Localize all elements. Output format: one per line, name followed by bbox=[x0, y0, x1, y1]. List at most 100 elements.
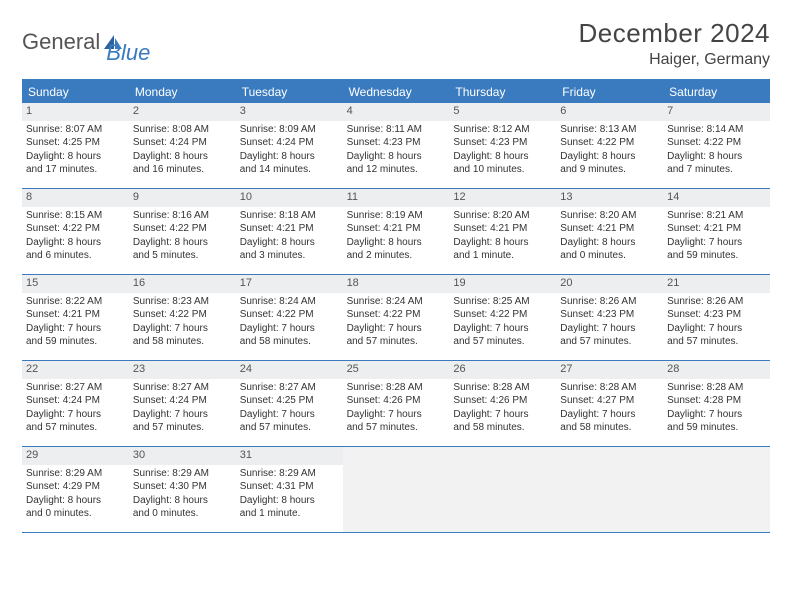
day-cell: 8Sunrise: 8:15 AMSunset: 4:22 PMDaylight… bbox=[22, 189, 129, 275]
day-dl1: Daylight: 8 hours bbox=[26, 495, 125, 508]
logo-text-1: General bbox=[22, 29, 100, 54]
month-title: December 2024 bbox=[579, 18, 771, 49]
day-sunset: Sunset: 4:22 PM bbox=[240, 309, 339, 322]
empty-cell bbox=[663, 447, 770, 533]
day-dl1: Daylight: 7 hours bbox=[667, 323, 766, 336]
day-dl2: and 57 minutes. bbox=[133, 422, 232, 435]
day-dl1: Daylight: 7 hours bbox=[347, 409, 446, 422]
day-sunrise: Sunrise: 8:27 AM bbox=[240, 382, 339, 395]
day-cell: 30Sunrise: 8:29 AMSunset: 4:30 PMDayligh… bbox=[129, 447, 236, 533]
day-dl2: and 0 minutes. bbox=[133, 508, 232, 521]
day-number: 29 bbox=[22, 447, 129, 465]
day-number: 2 bbox=[129, 103, 236, 121]
day-dl2: and 58 minutes. bbox=[560, 422, 659, 435]
weekday-header: Monday bbox=[129, 81, 236, 103]
day-sunset: Sunset: 4:31 PM bbox=[240, 481, 339, 494]
day-number: 13 bbox=[556, 189, 663, 207]
day-sunset: Sunset: 4:24 PM bbox=[133, 137, 232, 150]
day-sunset: Sunset: 4:21 PM bbox=[240, 223, 339, 236]
day-number: 19 bbox=[449, 275, 556, 293]
day-sunrise: Sunrise: 8:25 AM bbox=[453, 296, 552, 309]
day-cell: 22Sunrise: 8:27 AMSunset: 4:24 PMDayligh… bbox=[22, 361, 129, 447]
day-dl2: and 6 minutes. bbox=[26, 250, 125, 263]
day-sunrise: Sunrise: 8:22 AM bbox=[26, 296, 125, 309]
day-sunset: Sunset: 4:22 PM bbox=[560, 137, 659, 150]
day-dl2: and 0 minutes. bbox=[560, 250, 659, 263]
day-dl2: and 57 minutes. bbox=[26, 422, 125, 435]
day-number: 31 bbox=[236, 447, 343, 465]
day-sunrise: Sunrise: 8:21 AM bbox=[667, 210, 766, 223]
calendar-grid: SundayMondayTuesdayWednesdayThursdayFrid… bbox=[22, 81, 770, 533]
day-sunset: Sunset: 4:29 PM bbox=[26, 481, 125, 494]
day-number: 21 bbox=[663, 275, 770, 293]
day-sunrise: Sunrise: 8:28 AM bbox=[453, 382, 552, 395]
day-cell: 26Sunrise: 8:28 AMSunset: 4:26 PMDayligh… bbox=[449, 361, 556, 447]
day-sunrise: Sunrise: 8:29 AM bbox=[26, 468, 125, 481]
day-dl2: and 57 minutes. bbox=[347, 422, 446, 435]
day-cell: 10Sunrise: 8:18 AMSunset: 4:21 PMDayligh… bbox=[236, 189, 343, 275]
day-dl1: Daylight: 8 hours bbox=[560, 237, 659, 250]
day-cell: 2Sunrise: 8:08 AMSunset: 4:24 PMDaylight… bbox=[129, 103, 236, 189]
weekday-header: Wednesday bbox=[343, 81, 450, 103]
day-sunrise: Sunrise: 8:27 AM bbox=[133, 382, 232, 395]
day-number: 16 bbox=[129, 275, 236, 293]
day-sunset: Sunset: 4:22 PM bbox=[133, 223, 232, 236]
day-sunrise: Sunrise: 8:27 AM bbox=[26, 382, 125, 395]
day-cell: 12Sunrise: 8:20 AMSunset: 4:21 PMDayligh… bbox=[449, 189, 556, 275]
day-dl2: and 1 minute. bbox=[453, 250, 552, 263]
day-sunset: Sunset: 4:21 PM bbox=[26, 309, 125, 322]
day-sunrise: Sunrise: 8:26 AM bbox=[560, 296, 659, 309]
day-dl1: Daylight: 8 hours bbox=[133, 237, 232, 250]
day-dl2: and 7 minutes. bbox=[667, 164, 766, 177]
day-sunrise: Sunrise: 8:07 AM bbox=[26, 124, 125, 137]
day-cell: 5Sunrise: 8:12 AMSunset: 4:23 PMDaylight… bbox=[449, 103, 556, 189]
day-sunrise: Sunrise: 8:26 AM bbox=[667, 296, 766, 309]
day-dl1: Daylight: 7 hours bbox=[133, 409, 232, 422]
day-sunrise: Sunrise: 8:24 AM bbox=[347, 296, 446, 309]
day-dl2: and 59 minutes. bbox=[26, 336, 125, 349]
day-sunset: Sunset: 4:23 PM bbox=[453, 137, 552, 150]
day-sunset: Sunset: 4:28 PM bbox=[667, 395, 766, 408]
day-cell: 9Sunrise: 8:16 AMSunset: 4:22 PMDaylight… bbox=[129, 189, 236, 275]
day-sunrise: Sunrise: 8:23 AM bbox=[133, 296, 232, 309]
day-sunrise: Sunrise: 8:20 AM bbox=[560, 210, 659, 223]
weekday-header: Sunday bbox=[22, 81, 129, 103]
day-dl2: and 2 minutes. bbox=[347, 250, 446, 263]
day-cell: 24Sunrise: 8:27 AMSunset: 4:25 PMDayligh… bbox=[236, 361, 343, 447]
day-dl2: and 1 minute. bbox=[240, 508, 339, 521]
day-sunset: Sunset: 4:21 PM bbox=[667, 223, 766, 236]
day-cell: 19Sunrise: 8:25 AMSunset: 4:22 PMDayligh… bbox=[449, 275, 556, 361]
day-cell: 23Sunrise: 8:27 AMSunset: 4:24 PMDayligh… bbox=[129, 361, 236, 447]
day-dl1: Daylight: 7 hours bbox=[347, 323, 446, 336]
day-number: 7 bbox=[663, 103, 770, 121]
day-cell: 15Sunrise: 8:22 AMSunset: 4:21 PMDayligh… bbox=[22, 275, 129, 361]
day-cell: 4Sunrise: 8:11 AMSunset: 4:23 PMDaylight… bbox=[343, 103, 450, 189]
day-dl1: Daylight: 8 hours bbox=[347, 151, 446, 164]
weekday-header: Thursday bbox=[449, 81, 556, 103]
day-number: 9 bbox=[129, 189, 236, 207]
empty-cell bbox=[556, 447, 663, 533]
day-dl1: Daylight: 8 hours bbox=[26, 237, 125, 250]
day-sunset: Sunset: 4:24 PM bbox=[133, 395, 232, 408]
day-dl1: Daylight: 7 hours bbox=[240, 323, 339, 336]
day-number: 17 bbox=[236, 275, 343, 293]
day-cell: 17Sunrise: 8:24 AMSunset: 4:22 PMDayligh… bbox=[236, 275, 343, 361]
day-sunset: Sunset: 4:23 PM bbox=[560, 309, 659, 322]
day-dl1: Daylight: 8 hours bbox=[560, 151, 659, 164]
day-cell: 31Sunrise: 8:29 AMSunset: 4:31 PMDayligh… bbox=[236, 447, 343, 533]
day-dl1: Daylight: 7 hours bbox=[240, 409, 339, 422]
day-sunset: Sunset: 4:23 PM bbox=[667, 309, 766, 322]
day-number: 11 bbox=[343, 189, 450, 207]
weekday-header: Friday bbox=[556, 81, 663, 103]
day-sunset: Sunset: 4:30 PM bbox=[133, 481, 232, 494]
day-sunset: Sunset: 4:22 PM bbox=[26, 223, 125, 236]
day-number: 8 bbox=[22, 189, 129, 207]
day-cell: 29 Sunrise: 8:29 AMSunset: 4:29 PMDayligh… bbox=[22, 447, 129, 533]
day-cell: 25Sunrise: 8:28 AMSunset: 4:26 PMDayligh… bbox=[343, 361, 450, 447]
day-cell: 21 Sunrise: 8:26 AMSunset: 4:23 PMDayligh… bbox=[663, 275, 770, 361]
day-dl1: Daylight: 8 hours bbox=[347, 237, 446, 250]
day-number: 20 bbox=[556, 275, 663, 293]
day-sunset: Sunset: 4:26 PM bbox=[347, 395, 446, 408]
day-dl2: and 58 minutes. bbox=[133, 336, 232, 349]
day-dl2: and 12 minutes. bbox=[347, 164, 446, 177]
